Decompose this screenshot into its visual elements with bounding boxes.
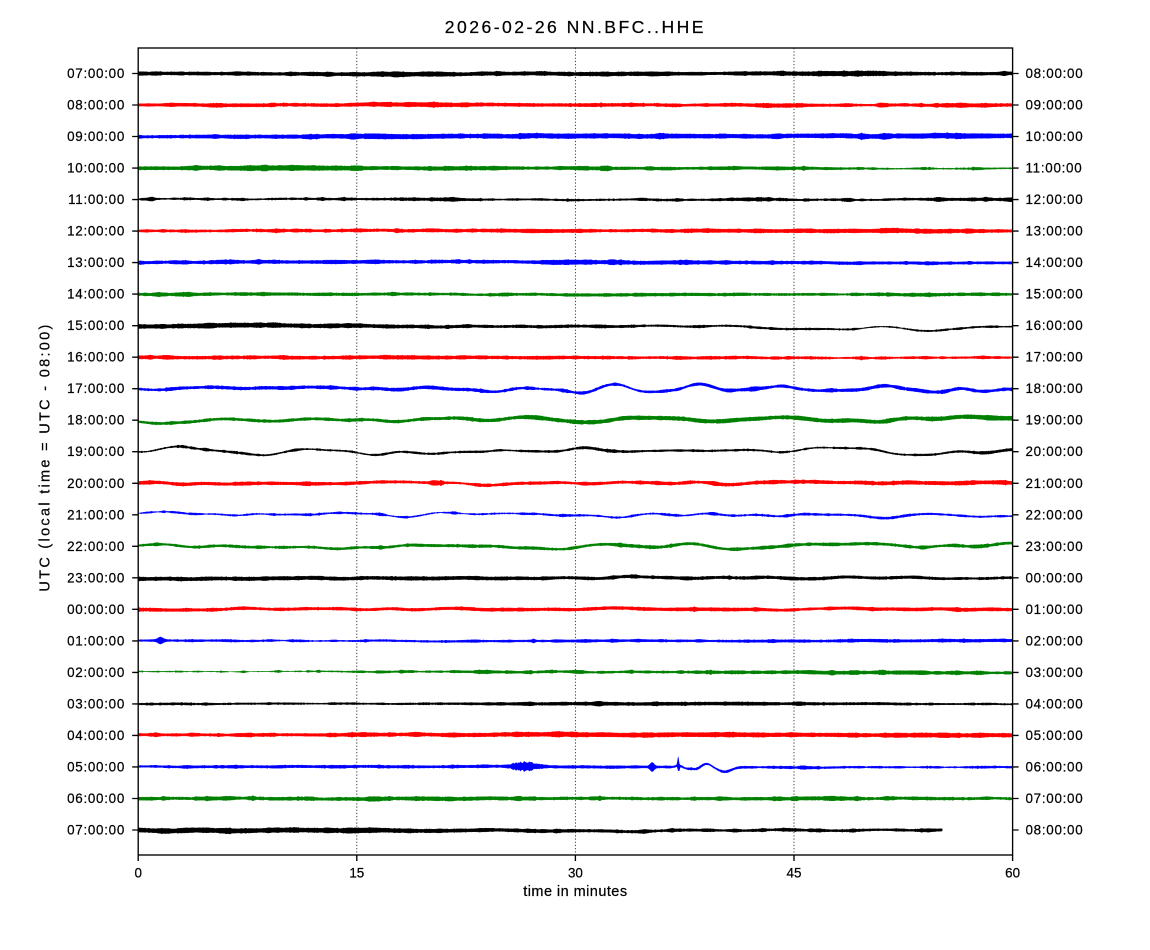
svg-text:07:00:00: 07:00:00	[1026, 791, 1084, 806]
svg-text:03:00:00: 03:00:00	[1026, 665, 1084, 680]
svg-text:23:00:00: 23:00:00	[1026, 539, 1084, 554]
svg-text:20:00:00: 20:00:00	[67, 476, 125, 491]
svg-text:08:00:00: 08:00:00	[67, 98, 125, 113]
svg-text:60: 60	[1005, 866, 1020, 881]
svg-text:21:00:00: 21:00:00	[1026, 476, 1084, 491]
svg-text:15: 15	[349, 866, 364, 881]
svg-text:05:00:00: 05:00:00	[1026, 728, 1084, 743]
svg-text:18:00:00: 18:00:00	[1026, 381, 1084, 396]
svg-text:19:00:00: 19:00:00	[67, 444, 125, 459]
svg-text:09:00:00: 09:00:00	[67, 129, 125, 144]
svg-text:time in minutes: time in minutes	[523, 884, 627, 900]
svg-text:13:00:00: 13:00:00	[67, 255, 125, 270]
svg-text:17:00:00: 17:00:00	[1026, 350, 1084, 365]
svg-text:18:00:00: 18:00:00	[67, 413, 125, 428]
svg-text:30: 30	[568, 866, 583, 881]
svg-text:22:00:00: 22:00:00	[1026, 507, 1084, 522]
svg-text:12:00:00: 12:00:00	[67, 224, 125, 239]
svg-text:15:00:00: 15:00:00	[67, 318, 125, 333]
svg-text:10:00:00: 10:00:00	[67, 161, 125, 176]
svg-text:01:00:00: 01:00:00	[67, 633, 125, 648]
svg-text:UTC (local time = UTC - 08:00): UTC (local time = UTC - 08:00)	[38, 322, 54, 591]
svg-text:06:00:00: 06:00:00	[67, 791, 125, 806]
svg-text:09:00:00: 09:00:00	[1026, 98, 1084, 113]
svg-text:14:00:00: 14:00:00	[1026, 255, 1084, 270]
svg-text:07:00:00: 07:00:00	[67, 66, 125, 81]
svg-text:2026-02-26 NN.BFC..HHE: 2026-02-26 NN.BFC..HHE	[445, 17, 706, 37]
svg-text:02:00:00: 02:00:00	[1026, 633, 1084, 648]
svg-text:11:00:00: 11:00:00	[1026, 161, 1083, 176]
svg-text:45: 45	[787, 866, 802, 881]
svg-text:10:00:00: 10:00:00	[1026, 129, 1084, 144]
svg-text:00:00:00: 00:00:00	[67, 602, 125, 617]
svg-text:13:00:00: 13:00:00	[1026, 224, 1084, 239]
svg-text:11:00:00: 11:00:00	[68, 192, 125, 207]
svg-text:16:00:00: 16:00:00	[67, 350, 125, 365]
svg-text:08:00:00: 08:00:00	[1026, 66, 1084, 81]
svg-text:07:00:00: 07:00:00	[67, 823, 125, 838]
svg-text:08:00:00: 08:00:00	[1026, 823, 1084, 838]
svg-text:23:00:00: 23:00:00	[67, 570, 125, 585]
svg-text:04:00:00: 04:00:00	[1026, 696, 1084, 711]
svg-text:04:00:00: 04:00:00	[67, 728, 125, 743]
svg-text:12:00:00: 12:00:00	[1026, 192, 1084, 207]
svg-text:14:00:00: 14:00:00	[67, 287, 125, 302]
svg-text:0: 0	[134, 866, 141, 881]
svg-text:22:00:00: 22:00:00	[67, 539, 125, 554]
svg-text:17:00:00: 17:00:00	[67, 381, 125, 396]
svg-text:16:00:00: 16:00:00	[1026, 318, 1084, 333]
svg-text:19:00:00: 19:00:00	[1026, 413, 1084, 428]
svg-text:03:00:00: 03:00:00	[67, 696, 125, 711]
svg-text:20:00:00: 20:00:00	[1026, 444, 1084, 459]
svg-text:02:00:00: 02:00:00	[67, 665, 125, 680]
svg-text:01:00:00: 01:00:00	[1026, 602, 1084, 617]
svg-text:05:00:00: 05:00:00	[67, 759, 125, 774]
svg-text:21:00:00: 21:00:00	[67, 507, 125, 522]
svg-text:06:00:00: 06:00:00	[1026, 759, 1084, 774]
svg-text:15:00:00: 15:00:00	[1026, 287, 1084, 302]
svg-text:00:00:00: 00:00:00	[1026, 570, 1084, 585]
